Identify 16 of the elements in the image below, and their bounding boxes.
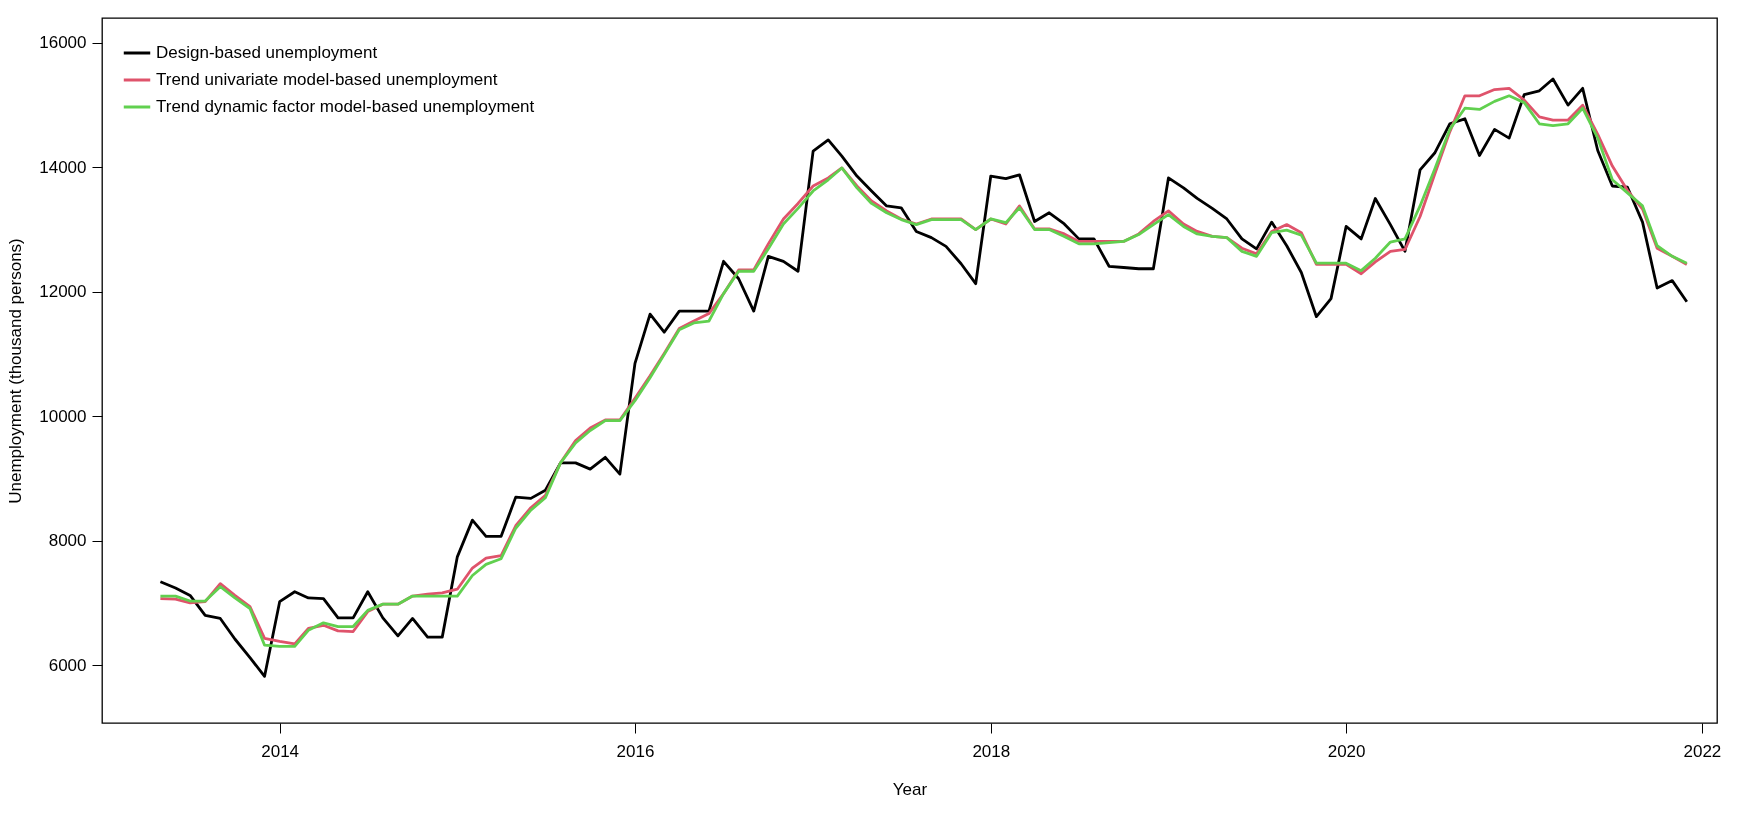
y-tick-label: 8000 [48, 531, 87, 551]
y-tick-label: 6000 [48, 655, 87, 675]
y-tick-label: 12000 [39, 282, 87, 302]
x-tick-label: 2016 [616, 741, 655, 761]
x-tick-label: 2018 [972, 741, 1011, 761]
x-tick-label: 2020 [1327, 741, 1366, 761]
y-tick-label: 10000 [39, 406, 87, 426]
x-tick-label: 2022 [1683, 741, 1722, 761]
legend-label: Trend dynamic factor model-based unemployment [156, 97, 535, 116]
y-tick-label: 16000 [39, 33, 87, 53]
legend-label: Trend univariate model-based unemployment [156, 70, 498, 89]
x-tick-label: 2014 [261, 741, 300, 761]
y-axis-title: Unemployment (thousand persons) [6, 238, 26, 504]
legend-label: Design-based unemployment [156, 43, 378, 62]
y-tick-label: 14000 [39, 157, 87, 177]
x-axis-title: Year [892, 779, 928, 799]
